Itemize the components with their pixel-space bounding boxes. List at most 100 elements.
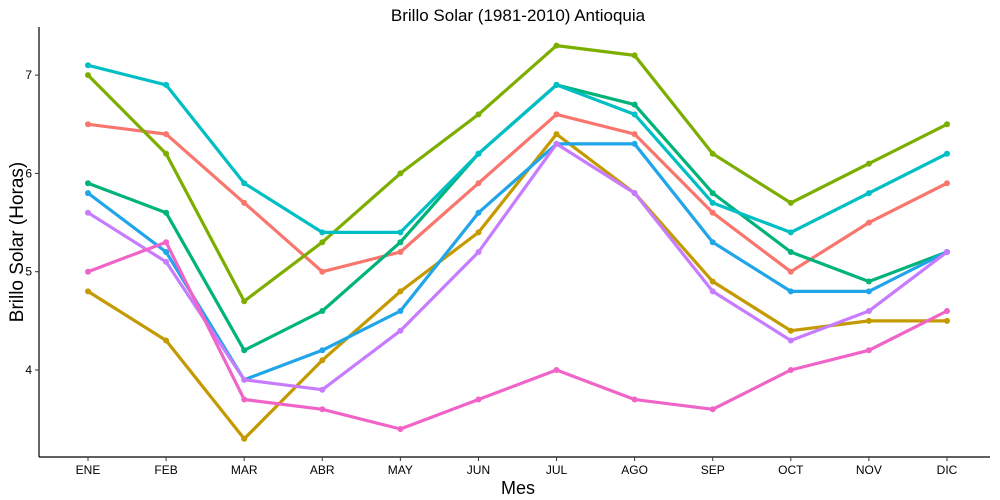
series-7-point-nov <box>865 308 872 314</box>
x-tick-label-mar: MAR <box>231 463 258 477</box>
series-1-point-abr <box>319 268 326 275</box>
series-4-point-sep <box>709 190 716 197</box>
series-1-point-ene <box>85 121 91 128</box>
series-6-point-ene <box>85 190 91 197</box>
ticks-layer: ENE FEB MAR ABR MAY JUN JUL AGO SEP OCT NOV DIC 4 5 6 7 <box>25 68 957 477</box>
series-2-point-jun <box>475 229 482 236</box>
series-4-point-ago <box>631 101 638 108</box>
series-7-line <box>87 142 948 392</box>
series-6-point-nov <box>865 288 872 295</box>
series-1-line <box>87 112 948 274</box>
y-tick-label-4: 4 <box>25 363 32 377</box>
axes-layer <box>38 27 990 458</box>
series-layer <box>85 42 950 442</box>
series-8-point-ago <box>631 396 638 403</box>
series-8-point-jul <box>553 367 560 373</box>
series-4-point-nov <box>865 278 872 285</box>
series-4-point-oct <box>787 249 794 255</box>
series-6-point-may <box>397 308 404 314</box>
series-5-line <box>87 63 948 234</box>
series-6-point-ago <box>631 140 638 147</box>
series-6-point-oct <box>787 288 794 295</box>
series-3-point-ene <box>85 72 91 79</box>
series-7-point-abr <box>319 386 326 393</box>
series-5-point-may <box>397 229 404 236</box>
series-3-point-dic <box>944 121 950 128</box>
series-2-point-feb <box>163 337 170 344</box>
x-tick-label-sep: SEP <box>701 463 725 477</box>
series-8-point-jun <box>475 396 482 403</box>
series-5-point-mar <box>241 180 248 187</box>
chart-title: Brillo Solar (1981-2010) Antioquia <box>391 6 646 25</box>
series-3-point-may <box>397 170 404 177</box>
x-axis-title: Mes <box>501 478 535 498</box>
series-1-point-mar <box>241 199 248 206</box>
series-4-point-abr <box>319 308 326 314</box>
y-tick-label-5: 5 <box>25 265 32 279</box>
series-7-point-mar <box>241 376 248 383</box>
y-axis-title: Brillo Solar (Horas) <box>7 162 28 322</box>
series-2-line <box>87 132 947 441</box>
series-8-point-feb <box>163 239 170 246</box>
series-1 <box>85 111 950 275</box>
series-7-point-oct <box>787 337 794 344</box>
series-2-point-nov <box>865 317 872 324</box>
x-tick-label-feb: FEB <box>154 463 177 477</box>
series-7-point-may <box>397 327 404 334</box>
series-4-point-feb <box>163 209 170 216</box>
series-3-point-jul <box>553 42 560 49</box>
series-8-point-dic <box>944 308 950 314</box>
series-1-point-nov <box>865 219 872 226</box>
series-3 <box>85 42 950 305</box>
series-6-point-jun <box>475 209 482 216</box>
x-tick-label-ene: ENE <box>76 463 101 477</box>
series-5 <box>85 62 950 236</box>
series-8-line <box>87 240 948 431</box>
series-8-point-ene <box>85 268 91 275</box>
series-3-point-feb <box>163 150 170 157</box>
series-6-point-feb <box>163 249 170 255</box>
series-5-point-feb <box>163 81 170 88</box>
series-5-point-oct <box>787 229 794 236</box>
series-6-point-sep <box>709 239 716 246</box>
series-3-point-mar <box>241 298 248 305</box>
series-6-point-abr <box>319 347 326 354</box>
series-5-point-jun <box>475 150 482 157</box>
series-1-point-ago <box>631 131 638 138</box>
series-1-point-oct <box>787 268 794 275</box>
series-3-point-jun <box>475 111 482 118</box>
x-tick-label-dic: DIC <box>937 463 958 477</box>
series-1-point-jun <box>475 180 482 187</box>
series-2-point-sep <box>709 278 716 285</box>
series-8-point-may <box>397 426 404 432</box>
series-5-point-abr <box>319 229 326 236</box>
series-3-line <box>86 43 948 303</box>
series-7-point-jun <box>475 249 482 255</box>
series-7-point-dic <box>944 249 950 255</box>
series-3-point-nov <box>865 160 872 167</box>
series-3-point-oct <box>787 199 794 206</box>
x-tick-label-jul: JUL <box>546 463 568 477</box>
series-3-point-abr <box>319 239 326 246</box>
series-7-point-jul <box>553 140 560 147</box>
series-1-point-sep <box>709 209 716 216</box>
y-tick-label-7: 7 <box>25 68 32 82</box>
x-tick-label-abr: ABR <box>310 463 335 477</box>
y-tick-label-6: 6 <box>25 166 32 180</box>
x-tick-label-nov: NOV <box>856 463 882 477</box>
x-tick-label-oct: OCT <box>778 463 804 477</box>
series-5-point-nov <box>865 190 872 197</box>
series-2-point-jul <box>553 131 560 138</box>
series-1-point-may <box>397 249 404 255</box>
series-5-point-ago <box>631 111 638 118</box>
series-2-point-oct <box>787 327 794 334</box>
series-1-point-dic <box>944 180 950 187</box>
series-1-point-jul <box>553 111 560 118</box>
series-2-point-mar <box>241 435 248 442</box>
series-7 <box>85 140 950 393</box>
series-8-point-sep <box>709 406 716 413</box>
series-5-point-jul <box>553 81 560 88</box>
series-2-point-abr <box>319 357 326 364</box>
series-4-point-ene <box>85 180 91 187</box>
